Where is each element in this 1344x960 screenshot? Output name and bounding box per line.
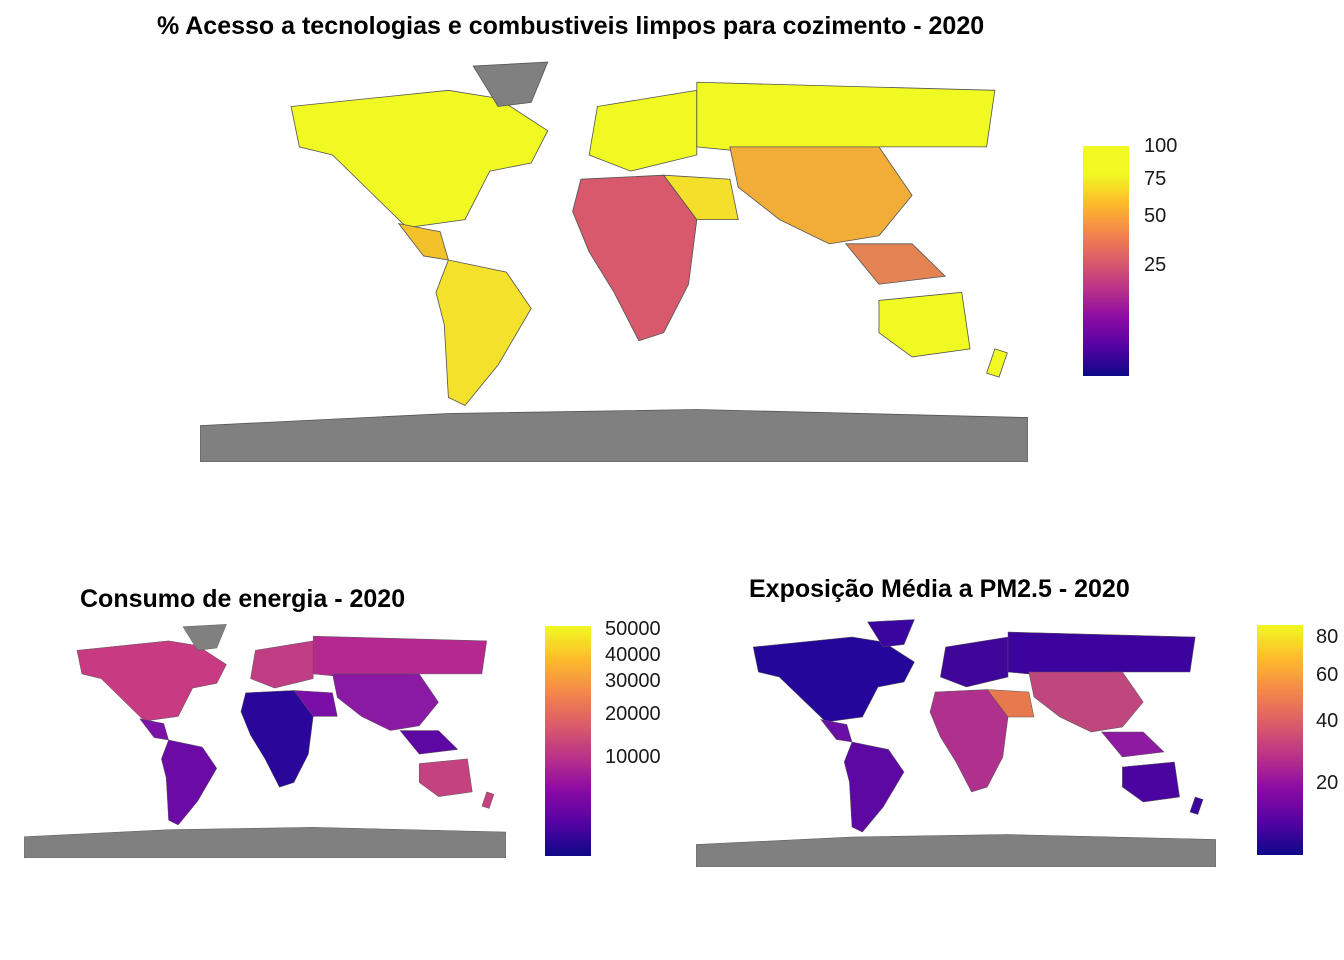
region-central-america	[820, 719, 853, 743]
legend-colorbar-energy-consumption	[545, 626, 591, 856]
legend-tick: 60	[1316, 664, 1339, 686]
legend-tick: 100	[1144, 135, 1178, 157]
region-russia	[1007, 631, 1196, 678]
region-australia	[878, 291, 971, 358]
region-south-america	[843, 741, 905, 833]
region-middle-east	[293, 690, 338, 717]
legend-tick: 40000	[605, 644, 661, 666]
region-australia	[418, 758, 473, 797]
map-title-pm25-exposure: Exposição Média a PM2.5 - 2020	[749, 575, 1130, 603]
region-asia	[332, 673, 439, 731]
region-middle-east	[662, 174, 739, 221]
region-new-zealand	[986, 348, 1008, 378]
region-north-america	[290, 89, 549, 229]
map-title-energy-consumption: Consumo de energia - 2020	[80, 585, 406, 613]
region-southeast-asia	[844, 243, 947, 285]
legend-tick: 20000	[605, 703, 661, 725]
region-greenland	[182, 624, 227, 651]
legend-tick: 25	[1144, 254, 1167, 276]
region-australia	[1122, 761, 1180, 803]
legend-colorbar-pm25-exposure	[1257, 625, 1303, 855]
legend-tick: 30000	[605, 670, 661, 692]
region-greenland	[867, 619, 915, 648]
world-map-energy-consumption	[24, 624, 506, 858]
region-southeast-asia	[399, 730, 459, 755]
region-north-america	[76, 640, 227, 722]
legend-tick: 80	[1316, 626, 1339, 648]
region-europe	[588, 89, 698, 172]
region-africa	[240, 690, 314, 788]
region-southeast-asia	[1101, 731, 1165, 758]
region-central-america	[139, 718, 169, 741]
region-antarctica	[200, 409, 1028, 462]
legend-tick: 40	[1316, 710, 1339, 732]
legend-tick: 75	[1144, 168, 1167, 190]
region-north-america	[752, 636, 915, 723]
region-africa	[572, 174, 698, 342]
region-south-america	[161, 739, 218, 826]
legend-tick: 20	[1316, 772, 1339, 794]
region-south-america	[435, 259, 532, 406]
region-russia	[312, 635, 487, 679]
region-antarctica	[696, 834, 1216, 867]
legend-tick: 50	[1144, 205, 1167, 227]
region-greenland	[472, 61, 549, 107]
region-central-america	[397, 223, 449, 261]
legend-tick: 50000	[605, 618, 661, 640]
world-map-pm25-exposure	[696, 619, 1216, 867]
legend-colorbar-clean-cooking	[1083, 146, 1129, 376]
map-title-clean-cooking: % Acesso a tecnologias e combustiveis li…	[157, 12, 985, 40]
world-map-clean-cooking	[200, 61, 1028, 462]
region-new-zealand	[1189, 796, 1204, 815]
region-asia	[1028, 671, 1144, 733]
region-africa	[929, 689, 1009, 793]
legend-tick: 10000	[605, 746, 661, 768]
region-europe	[940, 636, 1009, 688]
region-middle-east	[986, 689, 1035, 718]
region-antarctica	[24, 827, 506, 858]
region-europe	[250, 640, 314, 689]
region-asia	[729, 146, 913, 245]
region-new-zealand	[481, 791, 495, 809]
region-russia	[696, 81, 996, 156]
